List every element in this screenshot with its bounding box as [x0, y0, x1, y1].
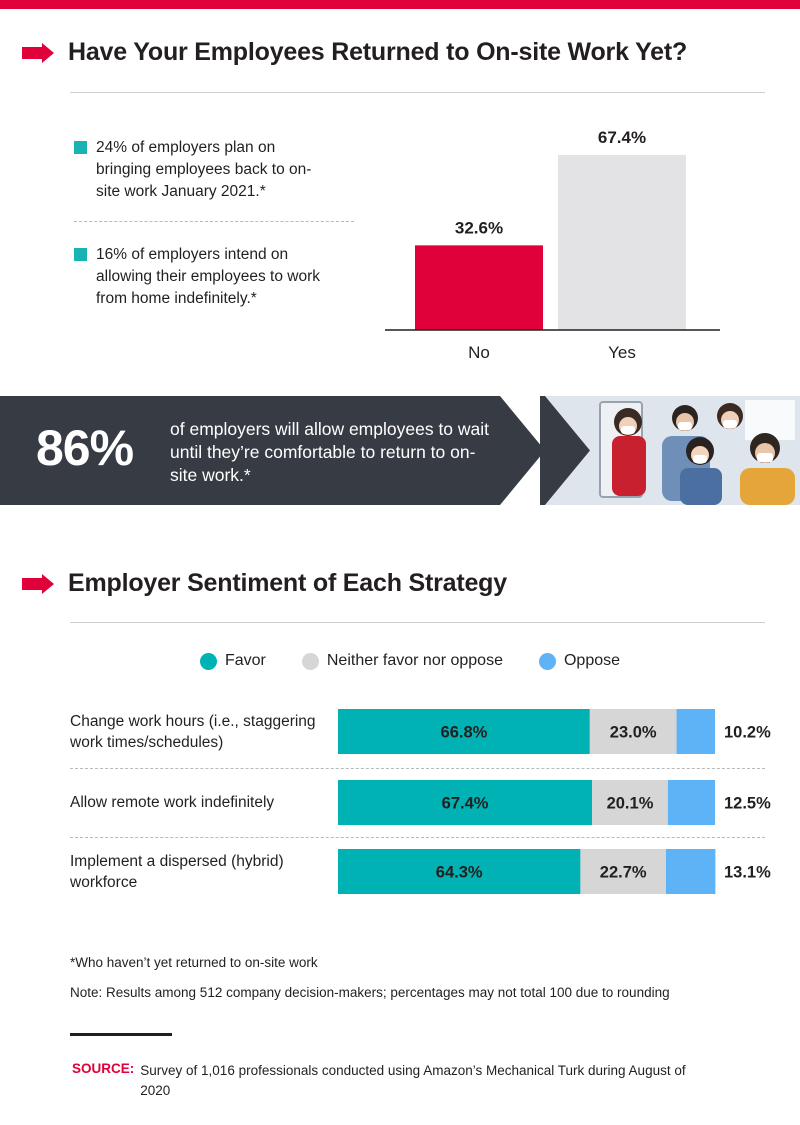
bullet-text: 24% of employers plan on bringing employ… [96, 139, 312, 200]
source-text: Survey of 1,016 professionals conducted … [140, 1063, 686, 1098]
segment-value-label: 13.1% [724, 864, 771, 882]
square-bullet-icon [74, 141, 87, 154]
source: SOURCE: Survey of 1,016 professionals co… [72, 1061, 700, 1101]
segment-value-label: 10.2% [724, 724, 771, 742]
banner-background [0, 396, 545, 505]
segment-value-label: 20.1% [607, 795, 654, 813]
footnote-asterisk: *Who haven’t yet returned to on-site wor… [70, 955, 318, 970]
segment-oppose [667, 780, 715, 825]
segment-favor [338, 709, 590, 754]
top-accent-bar [0, 0, 800, 9]
legend-label: Oppose [563, 652, 621, 669]
segment-neither [589, 709, 677, 754]
legend-swatch [199, 652, 217, 670]
chart-legend: Favor Neither favor nor oppose Oppose [0, 652, 800, 670]
bullet-item: 24% of employers plan on bringing employ… [74, 137, 324, 203]
segment-value-label: 12.5% [724, 795, 771, 813]
square-bullet-icon [74, 248, 87, 261]
arrow-right-icon [22, 42, 54, 63]
segment-favor [338, 780, 593, 825]
segment-value-label: 23.0% [610, 724, 657, 742]
category-label: No [468, 343, 490, 362]
arrow-right-icon [22, 573, 54, 594]
legend-swatch [538, 652, 556, 670]
employees-photo [540, 396, 800, 505]
legend-swatch [301, 652, 319, 670]
segment-oppose [676, 709, 715, 754]
segment-favor [338, 849, 581, 894]
banner-text: of employers will allow employees to wai… [170, 419, 490, 485]
segment-value-label: 67.4% [442, 795, 489, 813]
row-label-work-hours: Change work hours (i.e., staggering work… [70, 713, 316, 751]
bar-value-label: 67.4% [598, 128, 646, 147]
divider [70, 1033, 172, 1036]
bar-no [415, 245, 543, 330]
section-header-returned: Have Your Employees Returned to On-site … [20, 38, 687, 67]
bar-yes [558, 155, 686, 330]
segment-neither [580, 849, 666, 894]
segment-oppose [665, 849, 716, 894]
row-label-hybrid: Implement a dispersed (hybrid) workforce [70, 853, 284, 891]
bar-value-label: 32.6% [455, 218, 503, 237]
legend-item-favor: Favor [199, 652, 266, 670]
stat-banner: 86% of employers will allow employees to… [0, 396, 800, 505]
divider [70, 837, 765, 838]
legend-item-neither: Neither favor nor oppose [301, 652, 503, 670]
divider [74, 221, 354, 222]
divider [70, 622, 765, 623]
big-stat: 86% [36, 420, 134, 476]
footnote-note: Note: Results among 512 company decision… [70, 985, 670, 1000]
segment-value-label: 66.8% [441, 724, 488, 742]
returned-bar-chart: 32.6% No 67.4% Yes [385, 128, 720, 362]
legend-item-oppose: Oppose [538, 652, 621, 670]
segment-neither [592, 780, 668, 825]
segment-value-label: 64.3% [436, 864, 483, 882]
bullet-item: 16% of employers intend on allowing thei… [74, 244, 324, 310]
row-label-remote: Allow remote work indefinitely [70, 794, 275, 811]
sentiment-stacked-chart: 66.8% 23.0% 10.2% 67.4% 20.1% 12.5% 64.3% 22.7%… [338, 709, 771, 894]
category-label: Yes [608, 343, 636, 362]
legend-label: Neither favor nor oppose [326, 652, 503, 669]
section-title: Have Your Employees Returned to On-site … [68, 38, 688, 66]
legend-label: Favor [224, 652, 266, 669]
divider [70, 92, 765, 93]
section-title: Employer Sentiment of Each Strategy [68, 569, 507, 597]
segment-value-label: 22.7% [600, 864, 647, 882]
section-header-sentiment: Employer Sentiment of Each Strategy [20, 569, 507, 598]
source-label: SOURCE: [72, 1061, 135, 1076]
bullet-text: 16% of employers intend on allowing thei… [96, 246, 320, 307]
divider [70, 768, 765, 769]
